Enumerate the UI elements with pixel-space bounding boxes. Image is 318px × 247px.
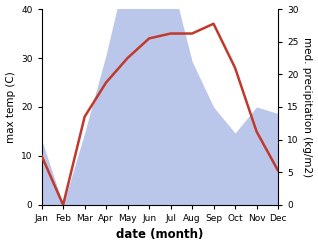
Y-axis label: med. precipitation (kg/m2): med. precipitation (kg/m2) [302,37,313,177]
Y-axis label: max temp (C): max temp (C) [5,71,16,143]
X-axis label: date (month): date (month) [116,228,204,242]
